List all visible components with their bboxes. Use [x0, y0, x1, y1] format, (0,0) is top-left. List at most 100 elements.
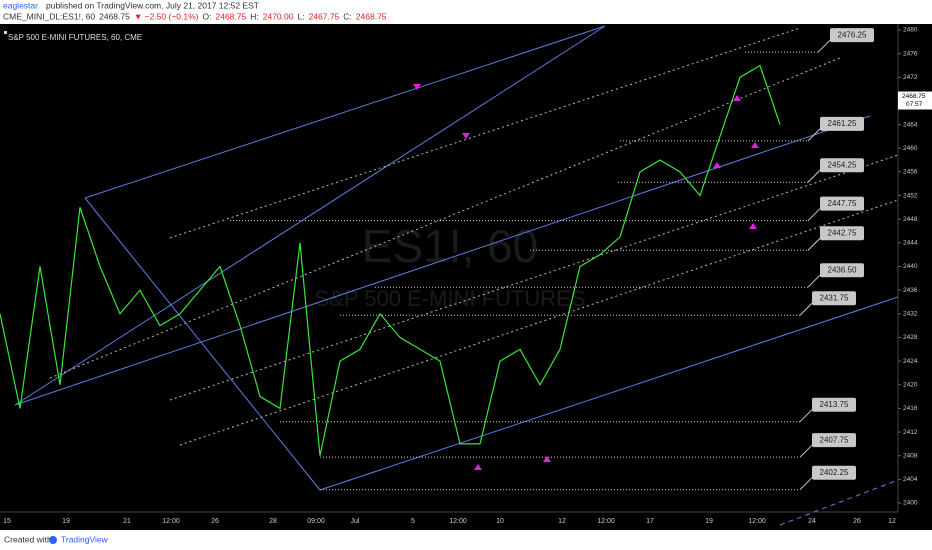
change: ▼ −2.50 (−0.1%) — [134, 11, 199, 21]
ohlc-key: L: — [297, 11, 304, 21]
x-tick-label: 12:00 — [748, 518, 766, 525]
up-arrow — [733, 95, 741, 101]
y-tick-label: 2412 — [903, 429, 918, 436]
x-tick-label: 28 — [269, 518, 277, 525]
x-tick-label: Jul — [351, 518, 360, 525]
y-tick-label: 2444 — [903, 240, 918, 247]
channels — [14, 25, 899, 526]
chart-legend: S&P 500 E-MINI FUTURES, 60, CME — [8, 33, 142, 42]
x-tick-label: 21 — [123, 518, 131, 525]
arrows — [413, 84, 759, 470]
level-callout — [799, 302, 813, 316]
up-arrow — [713, 162, 721, 168]
y-tick-label: 2416 — [903, 405, 918, 412]
plot-bg — [0, 24, 932, 530]
x-tick-label: 12 — [558, 518, 566, 525]
y-tick-label: 2432 — [903, 311, 918, 318]
level-box — [812, 291, 856, 306]
channel-line — [14, 25, 606, 406]
watermark: ES1!, 60 S&P 500 E-MINI FUTURES — [315, 220, 586, 311]
level-box — [812, 433, 856, 448]
level-label: 2402.25 — [820, 468, 849, 477]
y-tick-label: 2420 — [903, 381, 918, 388]
up-arrow — [749, 223, 757, 229]
last-price: 2468.75 — [902, 93, 926, 100]
ohlc-value: 2468.75 — [356, 11, 387, 21]
symbol-line: CME_MINI_DL:ES1!, 60 2468.75 ▼ −2.50 (−0.1… — [3, 11, 387, 21]
level-callout — [799, 444, 813, 458]
level-label: 2431.75 — [820, 293, 849, 302]
y-tick-label: 2428 — [903, 334, 918, 341]
level-callout — [807, 274, 821, 288]
level-box — [820, 116, 864, 131]
x-tick-label: 12:00 — [449, 518, 467, 525]
y-tick-label: 2456 — [903, 169, 918, 176]
symbol: CME_MINI_DL:ES1!, 60 — [3, 11, 95, 21]
ohlc-key: C: — [343, 11, 352, 21]
published: published on TradingView.com, July 21, 2… — [46, 0, 259, 10]
brand-icon — [49, 536, 57, 544]
watermark-name: S&P 500 E-MINI FUTURES — [315, 286, 586, 311]
down-arrow — [413, 84, 421, 90]
y-tick-label: 2424 — [903, 358, 918, 365]
median-line — [49, 57, 841, 379]
level-box — [820, 158, 864, 173]
x-tick-label: 5 — [411, 518, 415, 525]
level-callout — [799, 477, 813, 491]
x-tick-label: 15 — [3, 518, 11, 525]
level-box — [812, 465, 856, 480]
ohlc-value: 2470.00 — [263, 11, 294, 21]
y-tick-label: 2460 — [903, 145, 918, 152]
channel-line — [14, 115, 871, 406]
down-arrow — [462, 133, 470, 139]
level-label: 2436.50 — [828, 265, 857, 274]
level-callout — [807, 237, 821, 251]
level-label: 2454.25 — [828, 160, 857, 169]
y-tick-label: 2400 — [903, 500, 918, 507]
level-label: 2447.75 — [828, 199, 857, 208]
price: 2468.75 — [99, 11, 130, 21]
footer-brand[interactable]: TradingView — [61, 534, 109, 544]
y-tick-label: 2404 — [903, 476, 918, 483]
y-tick-label: 2476 — [903, 50, 918, 57]
median-line — [169, 154, 899, 401]
level-box — [820, 263, 864, 278]
x-tick-label: 26 — [211, 518, 219, 525]
y-tick-label: 2436 — [903, 287, 918, 294]
y-tick-label: 2464 — [903, 121, 918, 128]
channel-line — [84, 197, 321, 491]
y-tick-label: 2472 — [903, 74, 918, 81]
y-tick-label: 2448 — [903, 216, 918, 223]
level-label: 2442.75 — [828, 228, 857, 237]
level-label: 2476.25 — [838, 30, 867, 39]
ohlc-value: 2467.75 — [309, 11, 340, 21]
y-tick-label: 2440 — [903, 263, 918, 270]
author[interactable]: eaglestar — [3, 0, 38, 10]
watermark-symbol: ES1!, 60 — [362, 220, 538, 272]
median-line — [169, 27, 801, 239]
channel-line — [319, 296, 899, 491]
level-box — [830, 28, 874, 43]
x-tick-label: 12:00 — [162, 518, 180, 525]
y-tick-label: 2408 — [903, 452, 918, 459]
countdown: 07:57 — [906, 101, 923, 108]
price-line — [0, 64, 781, 456]
ohlc-key: H: — [250, 11, 259, 21]
up-arrow — [751, 142, 759, 148]
legend-dot — [4, 31, 7, 34]
x-tick-label: 19 — [62, 518, 70, 525]
x-tick-label: 24 — [808, 518, 816, 525]
channel-line — [84, 25, 606, 199]
ohlc-value: 2468.75 — [216, 11, 247, 21]
up-arrow — [543, 456, 551, 462]
level-callout — [817, 39, 831, 53]
level-callout — [807, 208, 821, 222]
x-tick-label: 12:00 — [597, 518, 615, 525]
level-label: 2461.25 — [828, 119, 857, 128]
level-callout — [799, 409, 813, 423]
level-callout — [807, 169, 821, 183]
x-tick-label: 10 — [496, 518, 504, 525]
header-bg — [0, 0, 932, 24]
y-tick-label: 2452 — [903, 192, 918, 199]
